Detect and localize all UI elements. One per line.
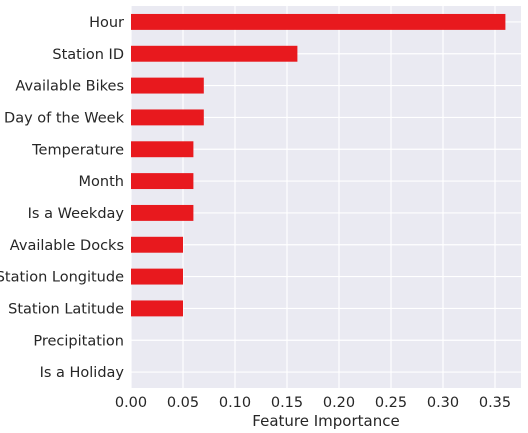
y-tick-label: Temperature <box>31 142 124 158</box>
bar-available-docks <box>131 236 183 253</box>
y-tick-label: Is a Holiday <box>40 365 125 381</box>
x-tick-label: 0.10 <box>219 395 251 411</box>
y-tick-label: Precipitation <box>33 333 124 349</box>
y-tick-label: Station ID <box>52 47 124 63</box>
y-tick-label: Is a Weekday <box>28 206 125 222</box>
plot-area <box>131 6 521 388</box>
y-tick-label: Available Docks <box>10 238 124 254</box>
bar-month <box>131 173 194 190</box>
bar-temperature <box>131 141 194 158</box>
bar-day-of-the-week <box>131 109 204 126</box>
bars <box>131 13 506 317</box>
x-tick-labels: 0.00 0.05 0.10 0.15 0.20 0.25 0.30 0.35 <box>115 395 511 411</box>
x-tick-label: 0.05 <box>167 395 199 411</box>
y-tick-label: Station Longitude <box>0 270 124 286</box>
y-tick-label: Available Bikes <box>15 79 124 95</box>
y-tick-label: Month <box>79 174 124 190</box>
x-axis-title: Feature Importance <box>252 412 399 430</box>
bar-station-longitude <box>131 268 183 285</box>
bar-hour <box>131 13 506 30</box>
bar-is-a-weekday <box>131 204 194 221</box>
y-tick-label: Day of the Week <box>4 110 125 126</box>
x-tick-label: 0.00 <box>115 395 147 411</box>
x-tick-label: 0.20 <box>323 395 355 411</box>
x-tick-label: 0.25 <box>375 395 407 411</box>
x-tick-label: 0.35 <box>479 395 511 411</box>
y-tick-label: Hour <box>89 15 124 31</box>
y-tick-label: Station Latitude <box>8 301 124 317</box>
x-tick-label: 0.15 <box>271 395 303 411</box>
bar-station-latitude <box>131 300 183 317</box>
bar-station-id <box>131 45 298 62</box>
bar-available-bikes <box>131 77 204 94</box>
x-tick-label: 0.30 <box>427 395 459 411</box>
y-tick-labels: Hour Station ID Available Bikes Day of the … <box>0 15 125 381</box>
